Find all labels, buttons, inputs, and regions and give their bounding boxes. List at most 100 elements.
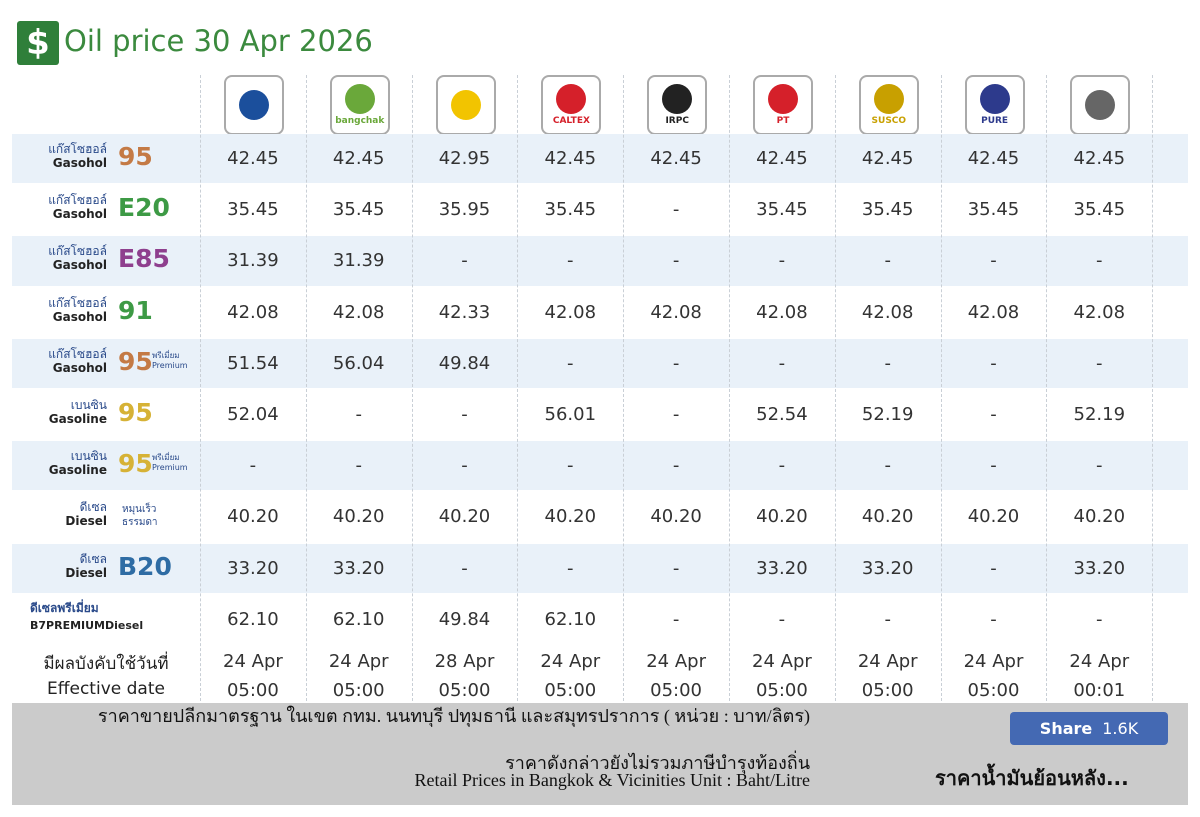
effective-time: 00:01 [1073, 679, 1126, 701]
price: 42.45 [650, 148, 702, 170]
price: 42.08 [1073, 301, 1126, 323]
grade-sub-th: พรีเมี่ยม [152, 350, 180, 360]
fuel-name-th: เบนซิน [70, 449, 107, 464]
price: 49.84 [438, 352, 491, 374]
price: 40.20 [544, 506, 597, 528]
fuel-name-th: เบนซิน [70, 398, 107, 412]
price: - [778, 352, 786, 374]
fuel-name-th: ดีเซลพรีเมี่ยม [30, 600, 99, 615]
fuel-note: ธรรมดา [122, 517, 158, 529]
price: - [355, 455, 362, 477]
price: 35.45 [227, 199, 279, 221]
price: 42.08 [227, 301, 279, 323]
fuel-grade: 91 [118, 295, 153, 325]
effective-date: 24 Apr [540, 650, 601, 672]
footer-band [12, 703, 1188, 805]
price: 52.19 [861, 404, 914, 426]
fuel-name-en: Gasohol [52, 258, 107, 273]
row-bg [12, 338, 1188, 388]
effective-date: 24 Apr [328, 650, 389, 672]
fuel-name-en: Gasoline [48, 463, 107, 478]
column-divider [940, 75, 942, 701]
fuel-name-th: แก๊สโซฮอล์ [48, 295, 107, 310]
fuel-name-en: Gasohol [52, 207, 107, 222]
effective-label-en: Effective date [47, 679, 165, 699]
price: 40.20 [227, 506, 279, 528]
price: 42.45 [756, 148, 808, 170]
brand-logo: PT [753, 75, 813, 135]
effective-time: 05:00 [861, 679, 914, 701]
price: 42.08 [650, 301, 702, 323]
price: 42.45 [544, 148, 597, 170]
fuel-name-en: Gasohol [52, 156, 107, 170]
price: 33.20 [227, 557, 279, 579]
column-divider [834, 75, 836, 701]
fuel-grade: E85 [118, 244, 170, 274]
price: - [990, 352, 997, 374]
share-button[interactable]: Share 1.6K [1010, 712, 1168, 745]
row-bg [12, 543, 1188, 593]
price: 56.04 [332, 352, 385, 374]
fuel-grade: B20 [118, 551, 172, 581]
price: - [461, 455, 468, 477]
price: - [884, 352, 891, 374]
price: 40.20 [332, 506, 385, 528]
effective-date: 24 Apr [963, 650, 1024, 672]
price: - [884, 250, 891, 272]
effective-time: 05:00 [226, 679, 279, 701]
fuel-name-en: Gasohol [52, 360, 107, 375]
price: - [1096, 455, 1103, 477]
price: 56.01 [544, 404, 597, 426]
share-label: Share [1039, 719, 1093, 738]
logo-text: PURE [981, 116, 1009, 126]
price: - [990, 608, 997, 630]
logo-emblem [662, 84, 693, 114]
column-divider [305, 75, 307, 701]
column-divider [729, 75, 730, 701]
price: 35.45 [967, 199, 1020, 221]
fuel-grade: 95 [118, 398, 153, 427]
price: - [1096, 608, 1103, 630]
effective-date: 24 Apr [857, 650, 918, 672]
effective-time: 05:00 [650, 679, 703, 701]
row-bg [12, 594, 1188, 644]
price: 42.45 [1073, 148, 1126, 170]
price: 42.33 [438, 301, 491, 323]
row-bg [12, 236, 1188, 286]
fuel-name-en: Diesel [65, 565, 107, 580]
logo-emblem [344, 84, 375, 114]
price: 35.45 [1073, 199, 1126, 221]
fuel-name-th: แก๊สโซฮอล์ [48, 193, 107, 208]
effective-date: 24 Apr [223, 650, 283, 672]
price: - [778, 608, 786, 630]
brand-logo: CALTEX [541, 75, 602, 135]
price: 42.08 [756, 301, 808, 323]
price: 40.20 [756, 506, 808, 528]
logo-emblem [556, 84, 587, 114]
fuel-name-th: ดีเซล [79, 500, 107, 515]
price: 42.45 [967, 148, 1020, 170]
price: 42.08 [967, 301, 1020, 323]
fuel-note: หมุนเร็ว [122, 504, 157, 516]
row-bg [12, 185, 1188, 235]
price: 35.45 [861, 199, 914, 221]
logo-emblem [768, 84, 798, 114]
fuel-grade: 95 [118, 142, 153, 171]
price: 42.08 [544, 301, 597, 323]
history-link[interactable]: ราคาน้ำมันย้อนหลัง... [935, 766, 1129, 790]
fuel-name-th: แก๊สโซฮอล์ [48, 244, 107, 259]
price: 62.10 [544, 608, 597, 630]
effective-time: 05:00 [544, 679, 597, 701]
price: 62.10 [227, 608, 279, 630]
effective-date: 28 Apr [434, 650, 495, 672]
price: - [884, 455, 891, 477]
effective-time: 05:00 [438, 679, 491, 701]
price: 40.20 [1073, 506, 1126, 528]
price: 40.20 [967, 506, 1020, 528]
title-icon: $ [17, 21, 59, 65]
column-divider [1152, 75, 1154, 701]
price: 42.08 [332, 301, 385, 323]
brand-logo: SUSCO [858, 75, 919, 135]
fuel-name-en: B7PREMIUMDiesel [30, 618, 144, 632]
price: 42.45 [227, 148, 279, 170]
